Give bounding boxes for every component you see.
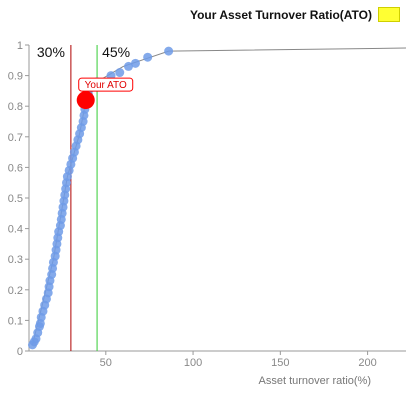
legend: Your Asset Turnover Ratio(ATO) <box>190 7 400 22</box>
highlight-marker: Your ATO <box>76 77 134 110</box>
y-tick-label: 0.6 <box>8 162 23 174</box>
your-ato-marker <box>76 91 95 110</box>
reference-label: 45% <box>102 44 130 60</box>
your-ato-callout-box <box>78 77 134 92</box>
legend-swatch <box>378 7 400 22</box>
reference-lines: 30% 45% <box>37 44 130 351</box>
y-tick-label: 0.4 <box>8 224 23 236</box>
data-point <box>143 52 153 62</box>
x-tick-label: 100 <box>184 357 202 369</box>
y-tick-label: 0.5 <box>8 193 23 205</box>
y-tick-label: 1 <box>17 40 23 52</box>
x-tick-label: 50 <box>100 357 112 369</box>
data-points <box>27 46 174 350</box>
y-tick-label: 0.7 <box>8 132 23 144</box>
legend-label: Your Asset Turnover Ratio(ATO) <box>189 7 372 22</box>
data-point <box>130 58 140 68</box>
y-tick-label: 0.8 <box>8 101 23 113</box>
x-tick-label: 200 <box>358 357 376 369</box>
y-tick-label: 0.1 <box>8 315 23 327</box>
y-tick-label: 0.3 <box>8 254 23 266</box>
x-axis-label: Asset turnover ratio(%) <box>259 375 371 387</box>
y-tick-label: 0 <box>17 346 23 358</box>
y-tick-label: 0.9 <box>8 71 23 83</box>
reference-label: 30% <box>37 44 65 60</box>
data-point <box>115 68 125 78</box>
data-point <box>123 61 133 71</box>
your-ato-callout-label: Your ATO <box>85 80 127 91</box>
y-tick-label: 0.2 <box>8 285 23 297</box>
x-tick-label: 150 <box>271 357 289 369</box>
data-point <box>164 46 174 56</box>
